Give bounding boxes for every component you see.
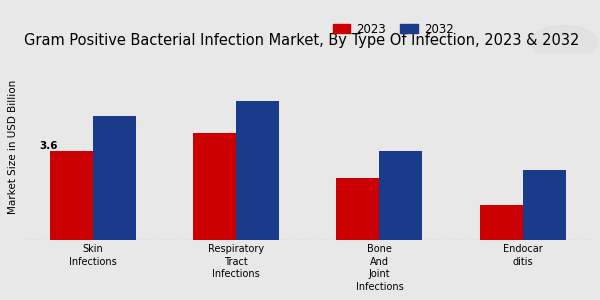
Text: Gram Positive Bacterial Infection Market, By Type Of Infection, 2023 & 2032: Gram Positive Bacterial Infection Market… (24, 33, 579, 48)
Y-axis label: Market Size in USD Billion: Market Size in USD Billion (8, 80, 19, 214)
Bar (93, 116, 136, 240)
Text: 3.6: 3.6 (40, 141, 58, 151)
Bar (236, 100, 279, 240)
Bar (337, 178, 379, 240)
Bar (50, 151, 93, 240)
Legend: 2023, 2032: 2023, 2032 (328, 18, 458, 40)
Bar (523, 170, 566, 240)
Bar (193, 133, 236, 240)
Bar (480, 206, 523, 240)
Bar (379, 151, 422, 240)
